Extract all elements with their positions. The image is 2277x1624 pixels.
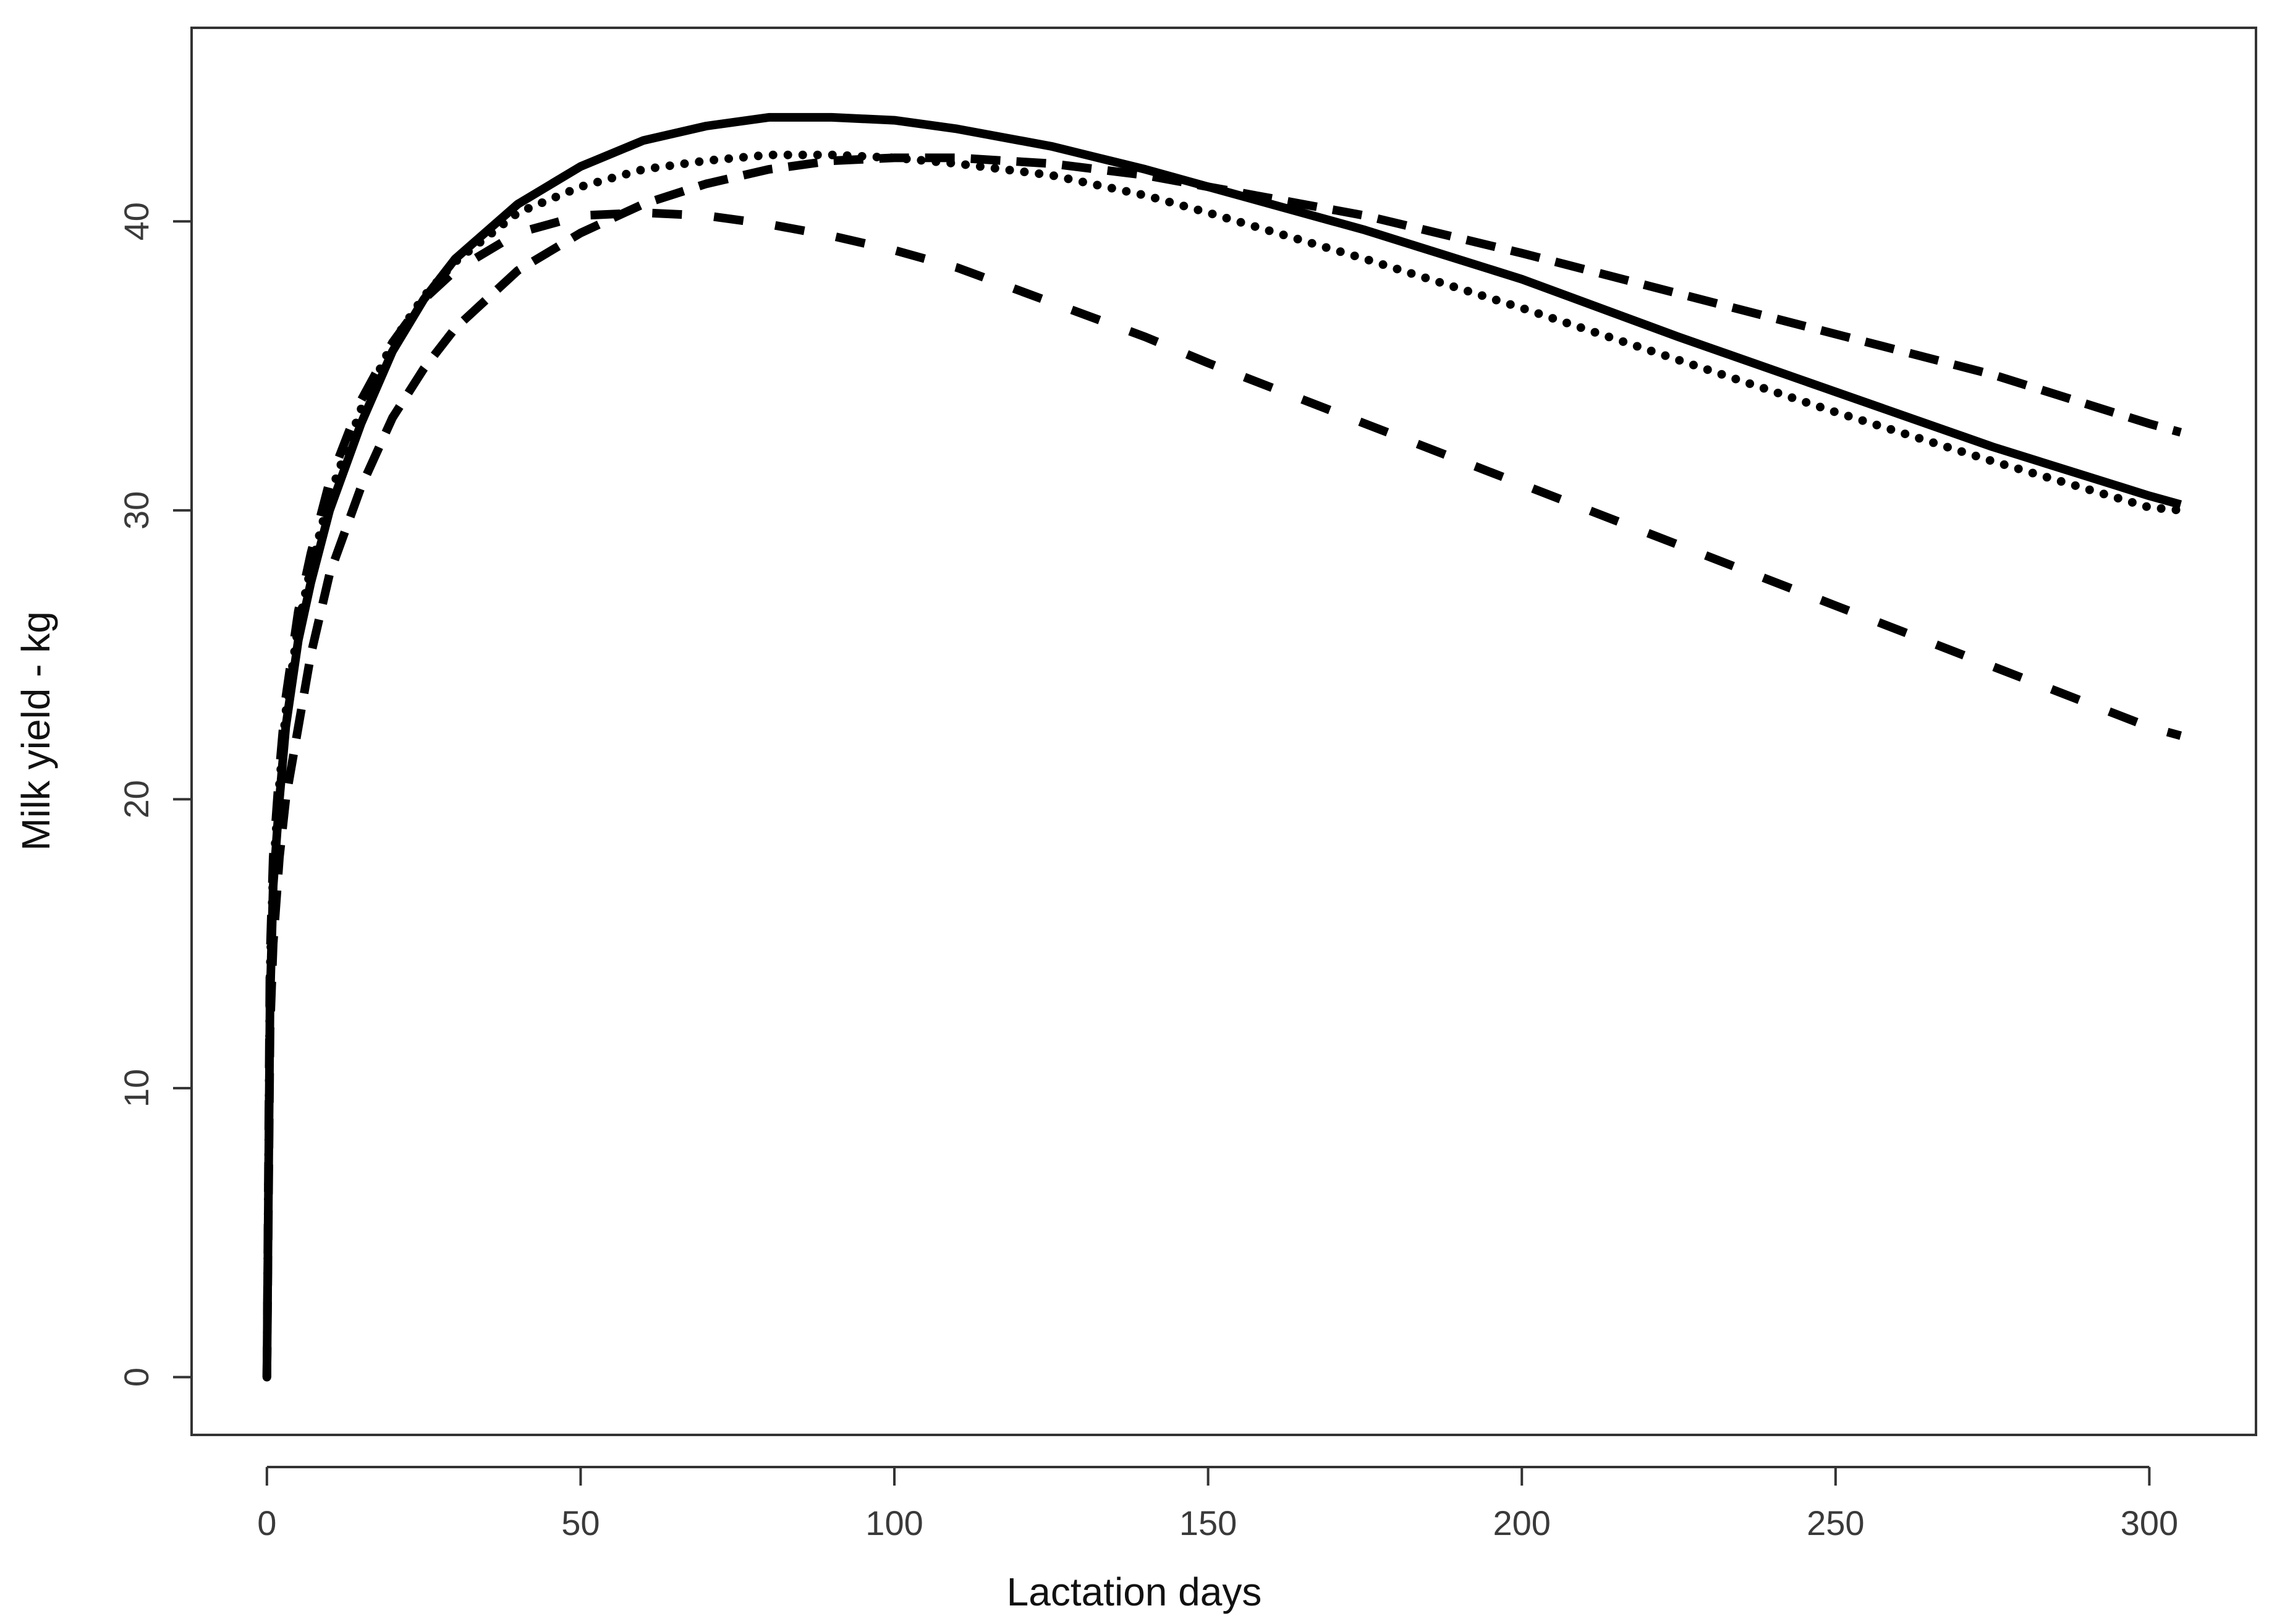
x-axis-title: Lactation days <box>1007 1570 1262 1614</box>
x-tick-label: 200 <box>1493 1503 1551 1542</box>
y-tick-label: 20 <box>117 780 156 818</box>
x-tick-label: 150 <box>1179 1503 1237 1542</box>
x-tick-label: 250 <box>1807 1503 1864 1542</box>
y-tick-label: 10 <box>117 1069 156 1107</box>
y-tick-label: 40 <box>117 202 156 240</box>
x-axis: 0 50 100 150 200 250 300 <box>257 1466 2178 1542</box>
series-line-dashed <box>262 153 2182 1377</box>
x-tick-label: 50 <box>561 1503 600 1542</box>
series-line-dashdot <box>262 208 2182 1377</box>
y-axis: 0 10 20 30 40 <box>117 202 193 1387</box>
x-tick-label: 100 <box>865 1503 923 1542</box>
y-tick-label: 30 <box>117 491 156 530</box>
x-tick-label: 0 <box>257 1503 276 1542</box>
y-axis-title: Milk yield - kg <box>14 611 58 851</box>
y-tick-label: 0 <box>117 1368 156 1387</box>
plot-area-frame <box>190 27 2257 1436</box>
series-line-dotted <box>262 150 2186 1382</box>
series-lines <box>262 112 2186 1382</box>
x-tick-label: 300 <box>2121 1503 2178 1542</box>
